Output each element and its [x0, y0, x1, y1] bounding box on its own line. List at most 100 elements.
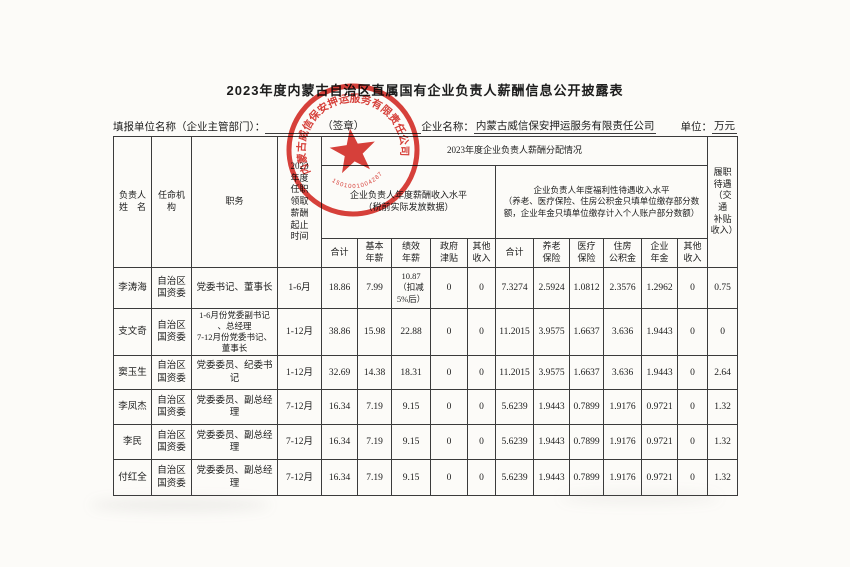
table-cell: 0.7899: [569, 459, 604, 497]
form-info-line: 填报单位名称（企业主管部门）： （签章） 企业名称： 内蒙古威信保安押运服务有限…: [113, 118, 737, 134]
table-cell: 0: [676, 307, 709, 357]
table-row: 支文奇 自治区 国资委 1-6月份党委副书记 、总经理 7-12月份党委书记、 …: [113, 307, 739, 357]
sub-header-welfare-other: 其他 收入: [676, 238, 709, 268]
group-header-salary: 企业负责人年度薪酬收入水平 （税前实际发放数据）: [321, 165, 496, 239]
table-cell: 0: [467, 459, 496, 497]
col-header-name: 负责人 姓 名: [113, 136, 152, 268]
col-header-appointing-org: 任命机构: [151, 136, 192, 268]
table-cell: 9.15: [391, 424, 431, 461]
table-cell: 1.9176: [603, 459, 642, 497]
table-cell: 0.9721: [641, 389, 678, 426]
table-cell: 5.6239: [495, 459, 534, 497]
table-row: 李涛海 自治区 国资委 党委书记、董事长 1-6月 18.86 7.99 10.…: [113, 267, 739, 309]
table-cell: 7.19: [357, 424, 392, 461]
table-cell: 1.9176: [603, 424, 642, 461]
table-cell: 自治区 国资委: [151, 389, 192, 426]
table-cell: 窦玉生: [113, 355, 152, 391]
table-cell: 1.9443: [533, 389, 570, 426]
table-cell: 11.2015: [495, 355, 534, 391]
col-header-tenure-period: 2023 年度 任职 领取 薪酬 起止 时间: [277, 136, 322, 268]
table-cell: 11.2015: [495, 307, 534, 357]
col-header-duty-allowance: 履职 待遇 （交通 补贴 收入）: [707, 136, 739, 268]
table-cell: 10.87 （扣减 5%后）: [391, 267, 431, 309]
table-cell: 0: [676, 389, 709, 426]
table-cell: 1.9443: [641, 355, 678, 391]
table-cell: 0: [467, 389, 496, 426]
reporting-unit-blank: （签章）: [265, 118, 422, 134]
table-cell: 自治区 国资委: [151, 424, 192, 461]
table-cell: 1.9443: [533, 459, 570, 497]
table-cell: 李民: [113, 424, 152, 461]
table-cell: 3.636: [603, 307, 642, 357]
table-cell: 5.6239: [495, 424, 534, 461]
table-cell: 0: [676, 459, 709, 497]
table-cell: 0: [676, 267, 709, 309]
sub-header-gov-allowance: 政府 津贴: [430, 238, 468, 268]
col-header-position: 职务: [191, 136, 278, 268]
table-cell: 18.86: [321, 267, 358, 309]
table-cell: 付红全: [113, 459, 152, 497]
table-cell: 自治区 国资委: [151, 459, 192, 497]
table-cell: 0: [467, 307, 496, 357]
table-cell: 3.636: [603, 355, 642, 391]
sub-header-base-salary: 基本 年薪: [357, 238, 392, 268]
table-cell: 2.5924: [533, 267, 570, 309]
table-cell: 0: [676, 424, 709, 461]
table-cell: 0: [467, 424, 496, 461]
table-cell: 0: [467, 355, 496, 391]
table-row: 李凤杰 自治区 国资委 党委委员、副总经理 7-12月 16.34 7.19 9…: [113, 389, 739, 426]
table-cell: 7-12月: [277, 459, 322, 497]
table-cell: 2.64: [707, 355, 739, 391]
table-cell: 0: [676, 355, 709, 391]
table-row: 窦玉生 自治区 国资委 党委委员、纪委书记 1-12月 32.69 14.38 …: [113, 355, 739, 391]
table-cell: 1.2962: [641, 267, 678, 309]
table-cell: 0.75: [707, 267, 739, 309]
sub-header-performance-salary: 绩效 年薪: [391, 238, 431, 268]
table-row: 李民 自治区 国资委 党委委员、副总经理 7-12月 16.34 7.19 9.…: [113, 424, 739, 461]
company-name-value: 内蒙古威信保安押运服务有限责任公司: [473, 118, 657, 134]
table-cell: 1-6月份党委副书记 、总经理 7-12月份党委书记、 董事长: [191, 307, 278, 357]
table-cell: 9.15: [391, 459, 431, 497]
table-row: 付红全 自治区 国资委 党委委员、副总经理 7-12月 16.34 7.19 9…: [113, 459, 739, 497]
table-cell: 0.9721: [641, 424, 678, 461]
table-cell: 自治区 国资委: [151, 355, 192, 391]
table-cell: 18.31: [391, 355, 431, 391]
salary-disclosure-table: 负责人 姓 名 任命机构 职务 2023 年度 任职 领取 薪酬 起止 时间 2…: [113, 136, 739, 497]
seal-hint-label: （签章）: [322, 121, 365, 132]
table-cell: 0.9721: [641, 459, 678, 497]
table-cell: 党委书记、董事长: [191, 267, 278, 309]
table-cell: 7.19: [357, 389, 392, 426]
table-cell: 0: [707, 307, 739, 357]
table-cell: 党委委员、副总经理: [191, 424, 278, 461]
table-cell: 0: [467, 267, 496, 309]
group-header-welfare: 企业负责人年度福利性待遇收入水平 （养老、医疗保险、住房公积金只填单位缴存部分数…: [494, 165, 709, 239]
table-cell: 党委委员、纪委书记: [191, 355, 278, 391]
table-cell: 党委委员、副总经理: [191, 459, 278, 497]
table-cell: 5.6239: [495, 389, 534, 426]
sub-header-enterprise-annuity: 企业 年金: [641, 238, 678, 268]
table-cell: 14.38: [357, 355, 392, 391]
table-cell: 1.6637: [569, 355, 604, 391]
table-cell: 9.15: [391, 389, 431, 426]
page-title: 2023年度内蒙古自治区直属国有企业负责人薪酬信息公开披露表: [226, 83, 624, 98]
sub-header-pension: 养老 保险: [533, 238, 570, 268]
reporting-unit-label: 填报单位名称（企业主管部门）：: [113, 122, 266, 133]
table-cell: 1-6月: [277, 267, 322, 309]
table-cell: 15.98: [357, 307, 392, 357]
sub-header-medical: 医疗 保险: [569, 238, 604, 268]
table-cell: 16.34: [321, 459, 358, 497]
table-cell: 0.7899: [569, 389, 604, 426]
table-cell: 1-12月: [277, 307, 322, 357]
tenure-period-label: 2023 年度 任职 领取 薪酬 起止 时间: [290, 161, 309, 242]
table-cell: 0: [430, 459, 468, 497]
table-cell: 1.32: [707, 389, 739, 426]
table-cell: 0: [430, 307, 468, 357]
sub-header-welfare-total: 合计: [495, 238, 534, 268]
table-cell: 7.99: [357, 267, 392, 309]
table-cell: 支文奇: [113, 307, 152, 357]
sub-header-housing-fund: 住房 公积金: [603, 238, 642, 268]
company-name-label: 企业名称：: [421, 122, 474, 133]
table-cell: 1.9443: [641, 307, 678, 357]
table-cell: 自治区 国资委: [151, 267, 192, 309]
